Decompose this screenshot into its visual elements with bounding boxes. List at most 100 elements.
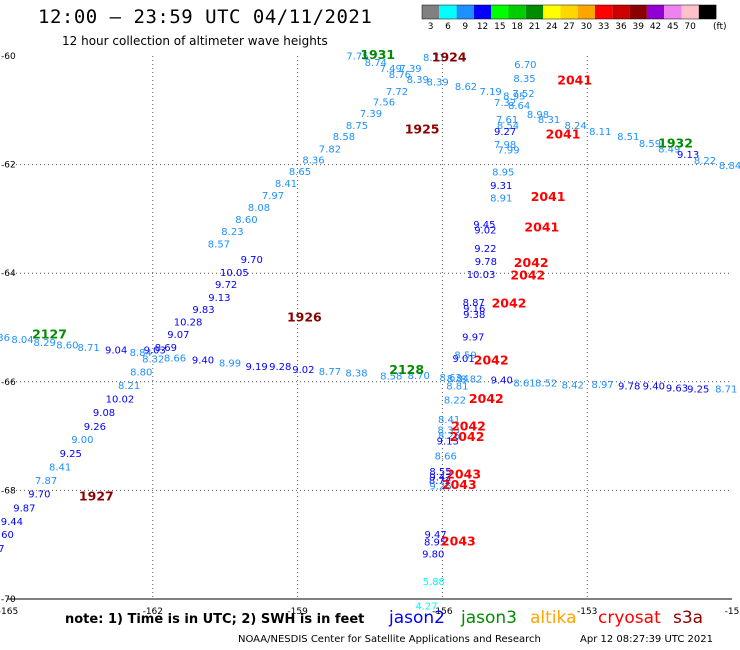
legend-swatch [456,5,474,19]
wave-height-value: 9.40 [643,382,665,393]
legend-bin-label: 18 [511,22,523,32]
satellite-cryosat: cryosat [598,608,661,628]
legend-swatch [422,5,440,19]
wave-height-value: 9.13 [437,437,459,448]
wave-height-value: 8.69 [155,343,177,354]
legend-bin-label: 12 [477,22,488,32]
track-time-label: 2042 [474,353,509,368]
legend-bin-label: 9 [462,22,468,32]
color-legend: 3 6 9 12 15 18 21 24 27 30 33 36 39 42 45 70 [421,4,717,32]
wave-height-value: 8.63 [439,373,461,384]
satellite-altika: altika [530,608,577,628]
wave-height-value: 10.28 [174,318,203,329]
wave-height-value: 8.95 [492,168,514,179]
wave-height-value: 9.38 [463,310,485,321]
x-tick-label: -156 [432,607,453,617]
wave-height-value: 8.23 [221,227,243,238]
legend-bin-label: 21 [529,22,540,32]
legend-swatch [629,5,647,19]
wave-height-value: 7.32 [494,98,516,109]
wave-height-value: 8.24 [564,121,586,132]
wave-height-value: 9.03 [144,345,166,356]
observations-layer: 7.758.747.497.398.718.768.398.39 8.62 7.19… [0,52,740,613]
wave-height-value: 8.54 [497,121,519,132]
y-tick-label: -60 [1,52,16,62]
track-time-label: 1927 [79,488,114,503]
x-tick-label: -165 [0,607,18,617]
track-time-label: 1924 [432,50,467,65]
legend-bin-label: 39 [633,22,645,32]
wave-height-value: 8.49 [658,144,680,155]
wave-height-value: 8.70 [408,371,430,382]
legend-swatch [577,5,595,19]
legend-swatch [612,5,630,19]
wave-height-value: 5.88 [423,577,445,588]
wave-height-value: 9.42 [429,472,451,483]
legend-swatch [543,5,561,19]
wave-height-value: 8.41 [49,463,71,474]
track-time-label: 2127 [32,327,67,342]
wave-height-value: 9.25 [60,449,82,460]
legend-bin-label: 36 [615,22,627,32]
wave-height-value: 8.58 [333,132,355,143]
track-time-label: 1925 [405,121,440,136]
wave-height-value: 9.16 [463,304,485,315]
track-time-label: 2043 [441,533,476,548]
wave-height-value: 8.58 [380,371,402,382]
wave-height-value: 8.87 [463,298,485,309]
legend-bin-label: 6 [445,22,451,32]
wave-height-value: 7.39 [360,109,382,120]
wave-height-value: 7.87 [35,476,57,487]
wave-height-value: 10.05 [220,268,249,279]
x-tick-label: -162 [143,607,163,617]
wave-height-value: 8.99 [219,358,241,369]
x-tick-label: -153 [577,607,597,617]
track-time-label: 2043 [446,467,481,482]
wave-height-value: 9.63 [666,383,688,394]
wave-height-value: 9.70 [28,490,50,501]
wave-height-value: 9.04 [105,345,127,356]
legend-swatch [560,5,578,19]
legend-bin-label: 42 [650,22,661,32]
wave-height-value: 8.31 [538,115,560,126]
wave-height-value: 8.22 [444,395,466,406]
legend-bin-label: 27 [563,22,574,32]
wave-height-value: 9.08 [93,408,115,419]
wave-height-value: 8.77 [319,367,341,378]
wave-height-value: 8.82 [460,375,482,386]
footer-note: note: 1) Time is in UTC; 2) SWH is in fe… [65,612,365,627]
wave-height-value: 8.84 [130,348,152,359]
track-time-label: 2042 [492,296,527,311]
wave-height-value: 8.84 [447,374,469,385]
legend-swatch [646,5,665,19]
wave-height-value: 8.59 [639,139,661,150]
wave-height-value: 8.91 [490,193,512,204]
wave-height-value: 9.78 [618,382,640,393]
legend-swatch [525,5,544,19]
wave-height-value: 8.59 [454,351,476,362]
wave-height-value: 9.47 [425,530,447,541]
wave-height-value: 8.04 [11,335,33,346]
footer-timestamp: Apr 12 08:27:39 UTC 2021 [580,634,713,645]
wave-height-value: 7.19 [480,87,502,98]
wave-height-value: 8.08 [248,203,270,214]
wave-height-value: 8.72 [429,476,451,487]
y-tick-label: -66 [1,378,16,388]
wave-height-value: 8.81 [446,382,468,393]
wave-height-value: 9.28 [269,362,291,373]
axis-ticks: -165 -162 -159 -156 -153 -15 -60 -62 -64 -66 -68 -7… [0,52,739,617]
track-time-label: 2042 [451,418,486,433]
track-time-label: 2042 [510,267,545,282]
legend-swatch [508,5,526,19]
legend-bin-label: 33 [598,22,609,32]
wave-height-value: 8.66 [435,452,457,463]
wave-height-value: 9.72 [215,280,237,291]
wave-height-value: 8.11 [589,127,611,138]
wave-height-value: 7.56 [373,98,395,109]
track-time-label: 1932 [658,135,693,150]
wave-height-value: 9.40 [491,376,513,387]
wave-height-value: 8.66 [164,353,186,364]
wave-height-value: 8.36 [0,333,10,344]
wave-height-value: 9.22 [474,244,496,255]
